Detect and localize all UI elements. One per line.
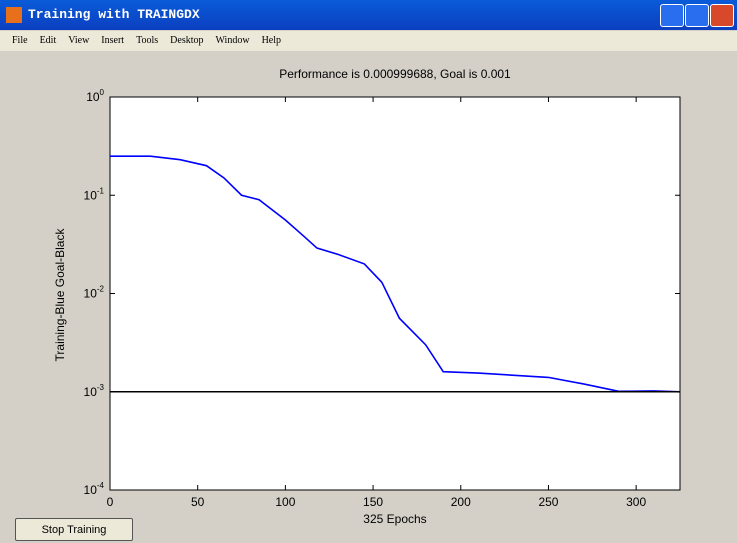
maximize-button[interactable] — [685, 4, 709, 27]
menu-item[interactable]: File — [12, 35, 28, 46]
menu-item[interactable]: Help — [262, 35, 281, 46]
page: Training with TRAINGDX File Edit View Inser… — [0, 0, 737, 543]
menu-item[interactable]: View — [68, 35, 89, 46]
plot-area — [110, 97, 680, 490]
y-axis-label: Training-Blue Goal-Black — [53, 228, 67, 362]
y-tick-label: 10-3 — [84, 383, 105, 399]
x-tick-label: 150 — [363, 495, 383, 509]
menu-item[interactable]: Window — [216, 35, 250, 46]
window-title: Training with TRAINGDX — [28, 7, 200, 22]
y-tick-label: 100 — [86, 88, 104, 104]
close-button[interactable] — [710, 4, 734, 27]
x-tick-label: 300 — [626, 495, 646, 509]
x-axis-label: 325 Epochs — [363, 512, 426, 526]
app-icon — [6, 7, 22, 23]
x-tick-label: 100 — [275, 495, 295, 509]
chart-title: Performance is 0.000999688, Goal is 0.00… — [279, 67, 511, 81]
chart: Performance is 0.000999688, Goal is 0.00… — [0, 51, 737, 543]
x-tick-label: 0 — [107, 495, 114, 509]
y-tick-label: 10-1 — [84, 186, 105, 202]
menu-item[interactable]: Insert — [101, 35, 124, 46]
y-tick-label: 10-4 — [84, 481, 105, 497]
x-tick-label: 200 — [451, 495, 471, 509]
title-bar: Training with TRAINGDX — [0, 0, 737, 30]
x-tick-label: 50 — [191, 495, 205, 509]
menu-item[interactable]: Tools — [136, 35, 158, 46]
menu-item[interactable]: Edit — [40, 35, 57, 46]
stop-training-button[interactable]: Stop Training — [15, 518, 133, 541]
menu-item[interactable]: Desktop — [170, 35, 203, 46]
minimize-button[interactable] — [660, 4, 684, 27]
y-tick-label: 10-2 — [84, 285, 105, 301]
menu-bar: File Edit View Insert Tools Desktop Window Help — [0, 31, 737, 51]
x-tick-label: 250 — [538, 495, 558, 509]
